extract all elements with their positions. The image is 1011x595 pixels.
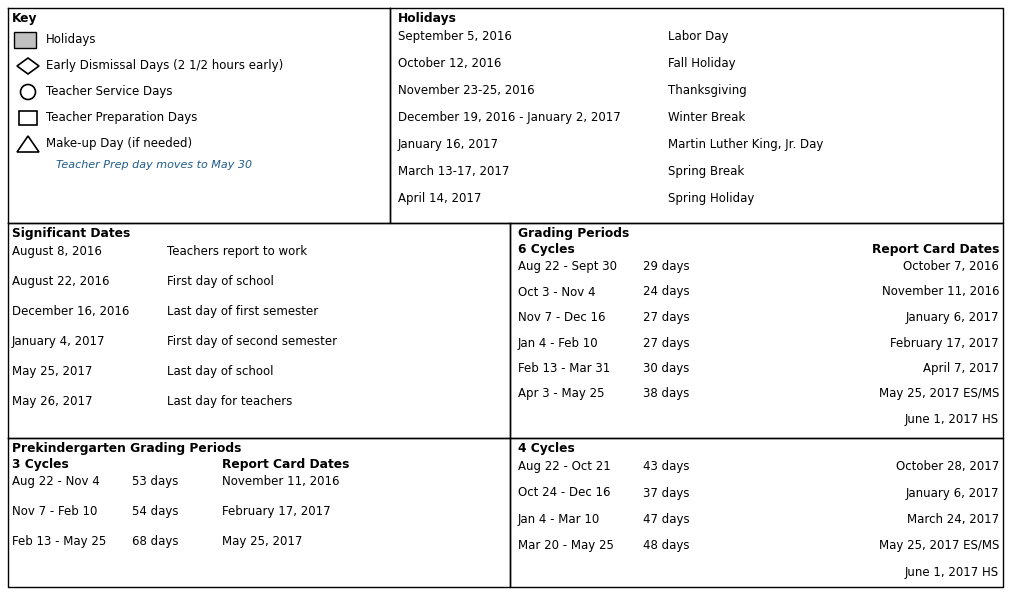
Text: Teacher Prep day moves to May 30: Teacher Prep day moves to May 30	[56, 160, 252, 170]
Text: February 17, 2017: February 17, 2017	[222, 505, 331, 518]
Text: Make-up Day (if needed): Make-up Day (if needed)	[45, 137, 192, 151]
Bar	[14, 32, 36, 48]
Text: November 11, 2016: November 11, 2016	[222, 475, 340, 488]
Text: 27 days: 27 days	[643, 337, 690, 349]
Text: Last day for teachers: Last day for teachers	[167, 395, 292, 408]
Text: Teachers report to work: Teachers report to work	[167, 245, 307, 258]
Text: Spring Break: Spring Break	[668, 165, 744, 178]
Text: 3 Cycles: 3 Cycles	[12, 458, 69, 471]
Text: 48 days: 48 days	[643, 540, 690, 553]
Text: May 26, 2017: May 26, 2017	[12, 395, 92, 408]
Text: Report Card Dates: Report Card Dates	[871, 243, 999, 256]
Text: First day of second semester: First day of second semester	[167, 335, 337, 348]
Text: Fall Holiday: Fall Holiday	[668, 57, 736, 70]
Text: Aug 22 - Sept 30: Aug 22 - Sept 30	[518, 260, 617, 273]
Text: 53 days: 53 days	[132, 475, 178, 488]
Text: March 13-17, 2017: March 13-17, 2017	[398, 165, 510, 178]
Text: Mar 20 - May 25: Mar 20 - May 25	[518, 540, 614, 553]
Text: First day of school: First day of school	[167, 275, 274, 288]
Text: Key: Key	[12, 12, 37, 25]
Text: Aug 22 - Oct 21: Aug 22 - Oct 21	[518, 460, 611, 473]
Text: January 4, 2017: January 4, 2017	[12, 335, 105, 348]
Text: June 1, 2017 HS: June 1, 2017 HS	[905, 566, 999, 579]
Text: May 25, 2017 ES/MS: May 25, 2017 ES/MS	[879, 387, 999, 400]
Text: Jan 4 - Mar 10: Jan 4 - Mar 10	[518, 513, 601, 526]
Text: 43 days: 43 days	[643, 460, 690, 473]
Text: Significant Dates: Significant Dates	[12, 227, 130, 240]
Text: May 25, 2017: May 25, 2017	[222, 535, 302, 548]
Text: Oct 24 - Dec 16: Oct 24 - Dec 16	[518, 487, 611, 499]
Text: May 25, 2017 ES/MS: May 25, 2017 ES/MS	[879, 540, 999, 553]
Text: Apr 3 - May 25: Apr 3 - May 25	[518, 387, 605, 400]
Text: 24 days: 24 days	[643, 286, 690, 299]
Text: Last day of school: Last day of school	[167, 365, 274, 378]
Text: Oct 3 - Nov 4: Oct 3 - Nov 4	[518, 286, 595, 299]
Text: Nov 7 - Feb 10: Nov 7 - Feb 10	[12, 505, 97, 518]
Text: 6 Cycles: 6 Cycles	[518, 243, 574, 256]
Text: February 17, 2017: February 17, 2017	[891, 337, 999, 349]
Text: 68 days: 68 days	[132, 535, 179, 548]
Text: Labor Day: Labor Day	[668, 30, 729, 43]
Text: Last day of first semester: Last day of first semester	[167, 305, 318, 318]
Text: January 16, 2017: January 16, 2017	[398, 138, 499, 151]
Bar	[19, 111, 37, 125]
Text: August 8, 2016: August 8, 2016	[12, 245, 102, 258]
Text: January 6, 2017: January 6, 2017	[906, 311, 999, 324]
Text: 27 days: 27 days	[643, 311, 690, 324]
Text: 29 days: 29 days	[643, 260, 690, 273]
Text: Nov 7 - Dec 16: Nov 7 - Dec 16	[518, 311, 606, 324]
Text: Winter Break: Winter Break	[668, 111, 745, 124]
Text: Teacher Preparation Days: Teacher Preparation Days	[45, 111, 197, 124]
Text: Martin Luther King, Jr. Day: Martin Luther King, Jr. Day	[668, 138, 823, 151]
Text: Thanksgiving: Thanksgiving	[668, 84, 747, 97]
Text: Holidays: Holidays	[45, 33, 96, 46]
Text: Early Dismissal Days (2 1/2 hours early): Early Dismissal Days (2 1/2 hours early)	[45, 60, 283, 73]
Text: December 16, 2016: December 16, 2016	[12, 305, 129, 318]
Text: 37 days: 37 days	[643, 487, 690, 499]
Text: 30 days: 30 days	[643, 362, 690, 375]
Text: August 22, 2016: August 22, 2016	[12, 275, 109, 288]
Polygon shape	[17, 136, 39, 152]
Text: October 7, 2016: October 7, 2016	[903, 260, 999, 273]
Text: 38 days: 38 days	[643, 387, 690, 400]
Text: March 24, 2017: March 24, 2017	[907, 513, 999, 526]
Text: Teacher Service Days: Teacher Service Days	[45, 86, 173, 99]
Text: January 6, 2017: January 6, 2017	[906, 487, 999, 499]
Text: October 28, 2017: October 28, 2017	[896, 460, 999, 473]
Text: Report Card Dates: Report Card Dates	[222, 458, 350, 471]
Text: June 1, 2017 HS: June 1, 2017 HS	[905, 413, 999, 426]
Text: November 23-25, 2016: November 23-25, 2016	[398, 84, 535, 97]
Text: Feb 13 - May 25: Feb 13 - May 25	[12, 535, 106, 548]
Polygon shape	[17, 58, 39, 74]
Text: 54 days: 54 days	[132, 505, 179, 518]
Text: Feb 13 - Mar 31: Feb 13 - Mar 31	[518, 362, 611, 375]
Text: November 11, 2016: November 11, 2016	[882, 286, 999, 299]
Text: Aug 22 - Nov 4: Aug 22 - Nov 4	[12, 475, 100, 488]
Text: April 14, 2017: April 14, 2017	[398, 192, 481, 205]
Text: October 12, 2016: October 12, 2016	[398, 57, 501, 70]
Text: December 19, 2016 - January 2, 2017: December 19, 2016 - January 2, 2017	[398, 111, 621, 124]
Text: Grading Periods: Grading Periods	[518, 227, 629, 240]
Text: 4 Cycles: 4 Cycles	[518, 442, 574, 455]
Text: Prekindergarten Grading Periods: Prekindergarten Grading Periods	[12, 442, 242, 455]
Text: 47 days: 47 days	[643, 513, 690, 526]
Text: April 7, 2017: April 7, 2017	[923, 362, 999, 375]
Text: September 5, 2016: September 5, 2016	[398, 30, 512, 43]
Text: Spring Holiday: Spring Holiday	[668, 192, 754, 205]
Circle shape	[20, 84, 35, 99]
Text: May 25, 2017: May 25, 2017	[12, 365, 92, 378]
Text: Holidays: Holidays	[398, 12, 457, 25]
Text: Jan 4 - Feb 10: Jan 4 - Feb 10	[518, 337, 599, 349]
